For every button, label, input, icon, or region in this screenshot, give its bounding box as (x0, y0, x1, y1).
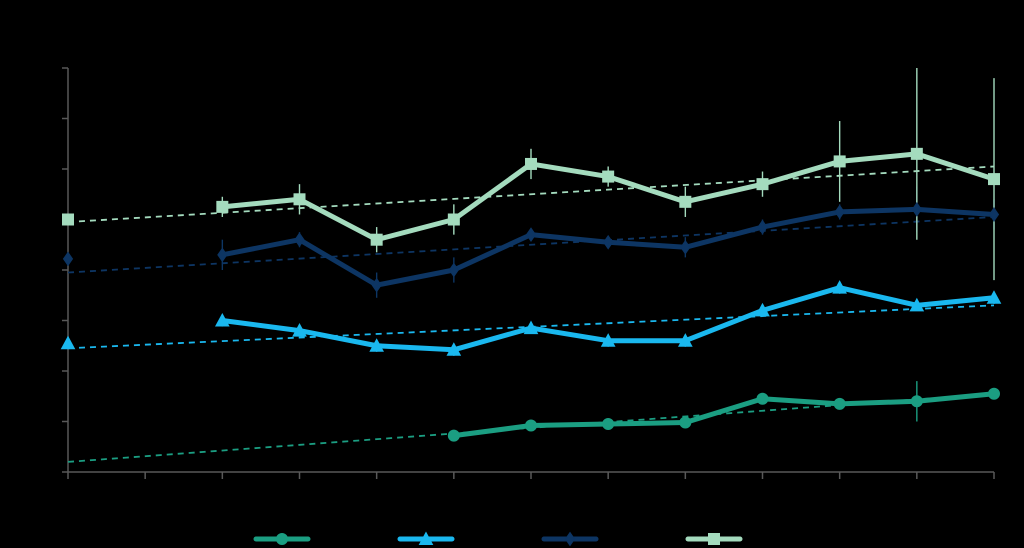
axes (62, 67, 995, 479)
data-point-series-2 (446, 342, 462, 356)
data-point-series-3 (911, 202, 922, 217)
data-point-series-1 (447, 429, 460, 442)
data-point-series-3 (603, 234, 614, 250)
data-point-series-3 (448, 262, 459, 278)
data-point-series-4 (756, 178, 769, 191)
legend-marker-1 (276, 533, 288, 545)
legend (253, 531, 743, 547)
data-point-series-4 (447, 213, 460, 226)
data-point-series-3 (294, 232, 305, 248)
data-point-series-2 (600, 333, 616, 347)
data-point-series-2 (292, 323, 307, 337)
data-point-series-1 (833, 397, 846, 410)
data-point-series-4 (525, 157, 537, 170)
data-point-series-4 (679, 195, 692, 208)
data-point-series-2 (755, 302, 770, 317)
data-point-series-3 (988, 207, 1000, 222)
series-markers (60, 147, 1002, 442)
data-point-series-3 (217, 247, 228, 263)
data-point-series-2 (523, 320, 539, 335)
series-lines (219, 151, 997, 439)
data-point-series-2 (986, 290, 1002, 304)
data-point-series-4 (293, 193, 306, 206)
legend-marker-3 (564, 531, 576, 547)
data-point-series-2 (677, 333, 693, 347)
data-point-series-4 (910, 147, 923, 160)
data-point-series-1 (602, 418, 615, 431)
data-point-series-1 (910, 395, 923, 408)
trend-line-series-3 (67, 216, 995, 274)
data-point-series-2 (214, 312, 230, 327)
data-point-series-2 (60, 335, 76, 350)
series-line-1 (451, 391, 997, 439)
data-point-series-1 (679, 416, 692, 429)
data-point-series-3 (62, 251, 74, 267)
data-point-series-4 (833, 155, 846, 168)
legend-marker-2 (418, 531, 434, 545)
data-point-series-4 (602, 170, 615, 183)
data-point-series-3 (757, 219, 768, 235)
data-point-series-4 (62, 213, 74, 226)
data-point-series-1 (756, 392, 769, 405)
legend-entry-4 (685, 533, 743, 545)
legend-entry-3 (541, 531, 599, 547)
data-point-series-3 (680, 239, 691, 255)
data-point-series-4 (370, 233, 383, 246)
data-point-series-4 (216, 200, 229, 213)
data-point-series-2 (369, 338, 385, 352)
data-point-series-4 (988, 173, 1000, 186)
data-point-series-3 (371, 277, 382, 293)
legend-entry-2 (397, 531, 455, 545)
data-point-series-2 (832, 280, 848, 294)
data-point-series-3 (525, 227, 537, 243)
data-point-series-3 (834, 204, 845, 220)
error-bars (221, 68, 995, 441)
data-point-series-1 (525, 419, 537, 432)
data-point-series-2 (909, 297, 925, 312)
data-point-series-1 (988, 387, 1000, 400)
legend-entry-1 (253, 533, 311, 545)
legend-marker-4 (708, 533, 720, 545)
